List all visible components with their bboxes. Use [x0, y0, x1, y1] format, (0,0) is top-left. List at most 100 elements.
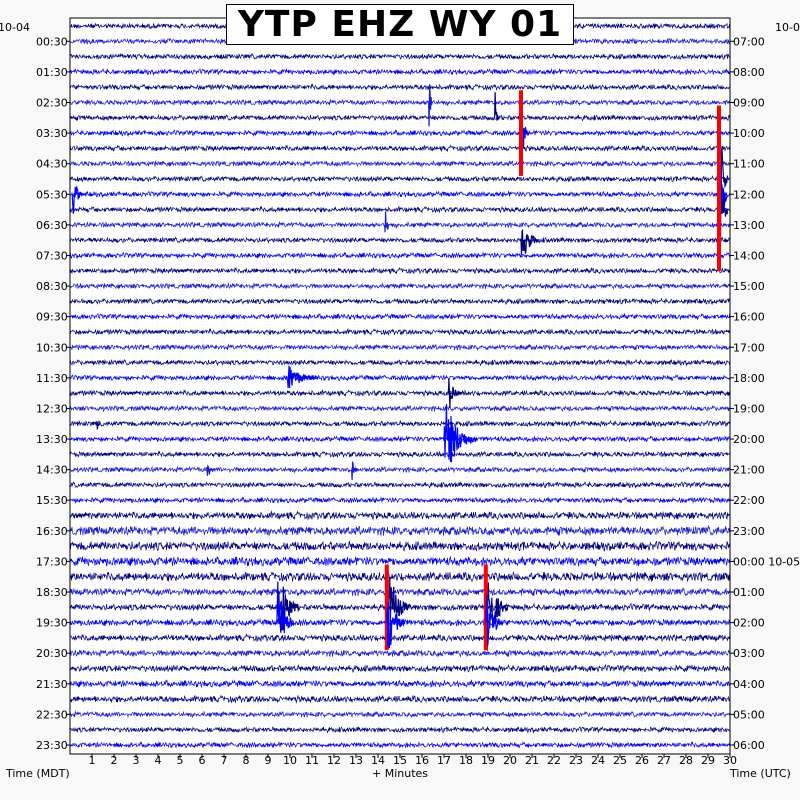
trace-line: [69, 251, 731, 260]
trace-line: [69, 129, 731, 138]
x-tick-label: 4: [155, 754, 162, 767]
trace-line: [69, 67, 731, 76]
trace-line: [69, 144, 731, 153]
trace-line: [69, 434, 731, 443]
left-tick-label: 08:30: [36, 280, 68, 293]
trace-line: [69, 266, 731, 275]
event-waveform: [276, 586, 295, 634]
event-waveform: [485, 594, 504, 646]
x-tick-label: 30: [723, 754, 737, 767]
minute-axis: 1 2 3 4 5 6 7 8 9 10 11 12 13 14 15 16 17 18 19 20 21 22 23 24 2…: [89, 754, 737, 767]
trace-line: [69, 510, 731, 521]
x-tick-label: 29: [701, 754, 715, 767]
left-tick-label: 16:30: [36, 525, 68, 538]
chart-title: YTP EHZ WY 01: [226, 4, 574, 45]
trace-line: [69, 114, 731, 122]
x-tick-label: 21: [525, 754, 539, 767]
trace-line: [69, 282, 731, 290]
right-tick-label: 00:00 10-05: [733, 555, 800, 568]
trace-line: [69, 83, 731, 92]
left-tick-label: 07:30: [36, 249, 68, 262]
left-tick-label: 22:30: [36, 708, 68, 721]
left-tick-label: 14:30: [36, 464, 68, 477]
event-waveform: [386, 601, 405, 649]
trace-line: [69, 220, 731, 229]
trace-line: [69, 679, 731, 689]
trace-line: [69, 236, 731, 244]
x-tick-label: 5: [177, 754, 184, 767]
right-tick-label: 07:00: [733, 35, 765, 48]
plot-background: [70, 18, 730, 754]
trace-line: [69, 481, 731, 489]
left-axis-label: Time (MDT): [5, 767, 70, 780]
x-tick-label: 8: [243, 754, 250, 767]
trace-line: [69, 524, 731, 537]
trace-line: [69, 175, 731, 183]
x-tick-label: 7: [221, 754, 228, 767]
right-tick-label: 10:00: [733, 127, 765, 140]
right-tick-label: 02:00: [733, 617, 765, 630]
event-waveform: [95, 421, 101, 430]
left-tick-label: 15:30: [36, 494, 68, 507]
event-waveform: [71, 186, 84, 214]
trace-line: [69, 694, 731, 704]
right-tick-label: 04:00: [733, 678, 765, 691]
left-tick-label: 09:30: [36, 311, 68, 324]
left-time-axis: 00:30 01:30 02:30 03:30 04:30 05:30 06:30 07:30…: [36, 35, 70, 752]
clipped-signal-marker: [717, 148, 721, 271]
x-tick-label: 3: [133, 754, 140, 767]
left-tick-label: 00:30: [36, 35, 68, 48]
x-tick-label: 26: [635, 754, 649, 767]
trace-line: [69, 389, 731, 397]
right-tick-label: 14:00: [733, 249, 765, 262]
trace-line: [69, 404, 731, 413]
event-waveform: [485, 582, 509, 651]
x-axis-label: + Minutes: [372, 767, 428, 780]
right-tick-label: 13:00: [733, 219, 765, 232]
left-tick-label: 18:30: [36, 586, 68, 599]
left-tick-label: 02:30: [36, 96, 68, 109]
clipped-signal-marker: [384, 564, 389, 651]
event-waveform: [428, 84, 434, 127]
right-tick-label: 06:00: [733, 739, 765, 752]
x-tick-label: 17: [437, 754, 451, 767]
seismic-events: [71, 84, 729, 651]
left-tick-label: 20:30: [36, 647, 68, 660]
right-tick-label: 18:00: [733, 372, 765, 385]
left-tick-label: 03:30: [36, 127, 68, 140]
x-tick-label: 1: [89, 754, 96, 767]
x-tick-label: 14: [371, 754, 385, 767]
right-tick-label: 20:00: [733, 433, 765, 446]
x-tick-label: 19: [481, 754, 495, 767]
left-tick-label: 19:30: [36, 617, 68, 630]
x-tick-label: 11: [305, 754, 319, 767]
right-time-axis: 07:00 08:00 09:00 10:00 11:00 12:00 13:00 14:00…: [730, 35, 800, 752]
x-tick-label: 27: [657, 754, 671, 767]
x-tick-label: 9: [265, 754, 272, 767]
event-waveform: [520, 228, 540, 255]
trace-line: [69, 358, 731, 367]
left-tick-label: 01:30: [36, 66, 68, 79]
x-tick-label: 6: [199, 754, 206, 767]
trace-line: [69, 571, 731, 583]
right-tick-label: 21:00: [733, 464, 765, 477]
right-tick-label: 03:00: [733, 647, 765, 660]
left-date-label: 10-04: [0, 21, 30, 34]
seismic-traces: [69, 22, 731, 749]
x-tick-label: 15: [393, 754, 407, 767]
trace-line: [69, 52, 731, 61]
right-tick-label: 15:00: [733, 280, 765, 293]
x-tick-label: 20: [503, 754, 517, 767]
left-tick-label: 04:30: [36, 158, 68, 171]
left-tick-label: 17:30: [36, 555, 68, 568]
right-tick-label: 05:00: [733, 708, 765, 721]
right-tick-label: 22:00: [733, 494, 765, 507]
trace-line: [69, 159, 731, 168]
event-waveform: [276, 581, 300, 633]
left-tick-label: 21:30: [36, 678, 68, 691]
trace-line: [69, 740, 731, 749]
trace-line: [69, 450, 731, 459]
left-tick-label: 23:30: [36, 739, 68, 752]
right-tick-label: 23:00: [733, 525, 765, 538]
